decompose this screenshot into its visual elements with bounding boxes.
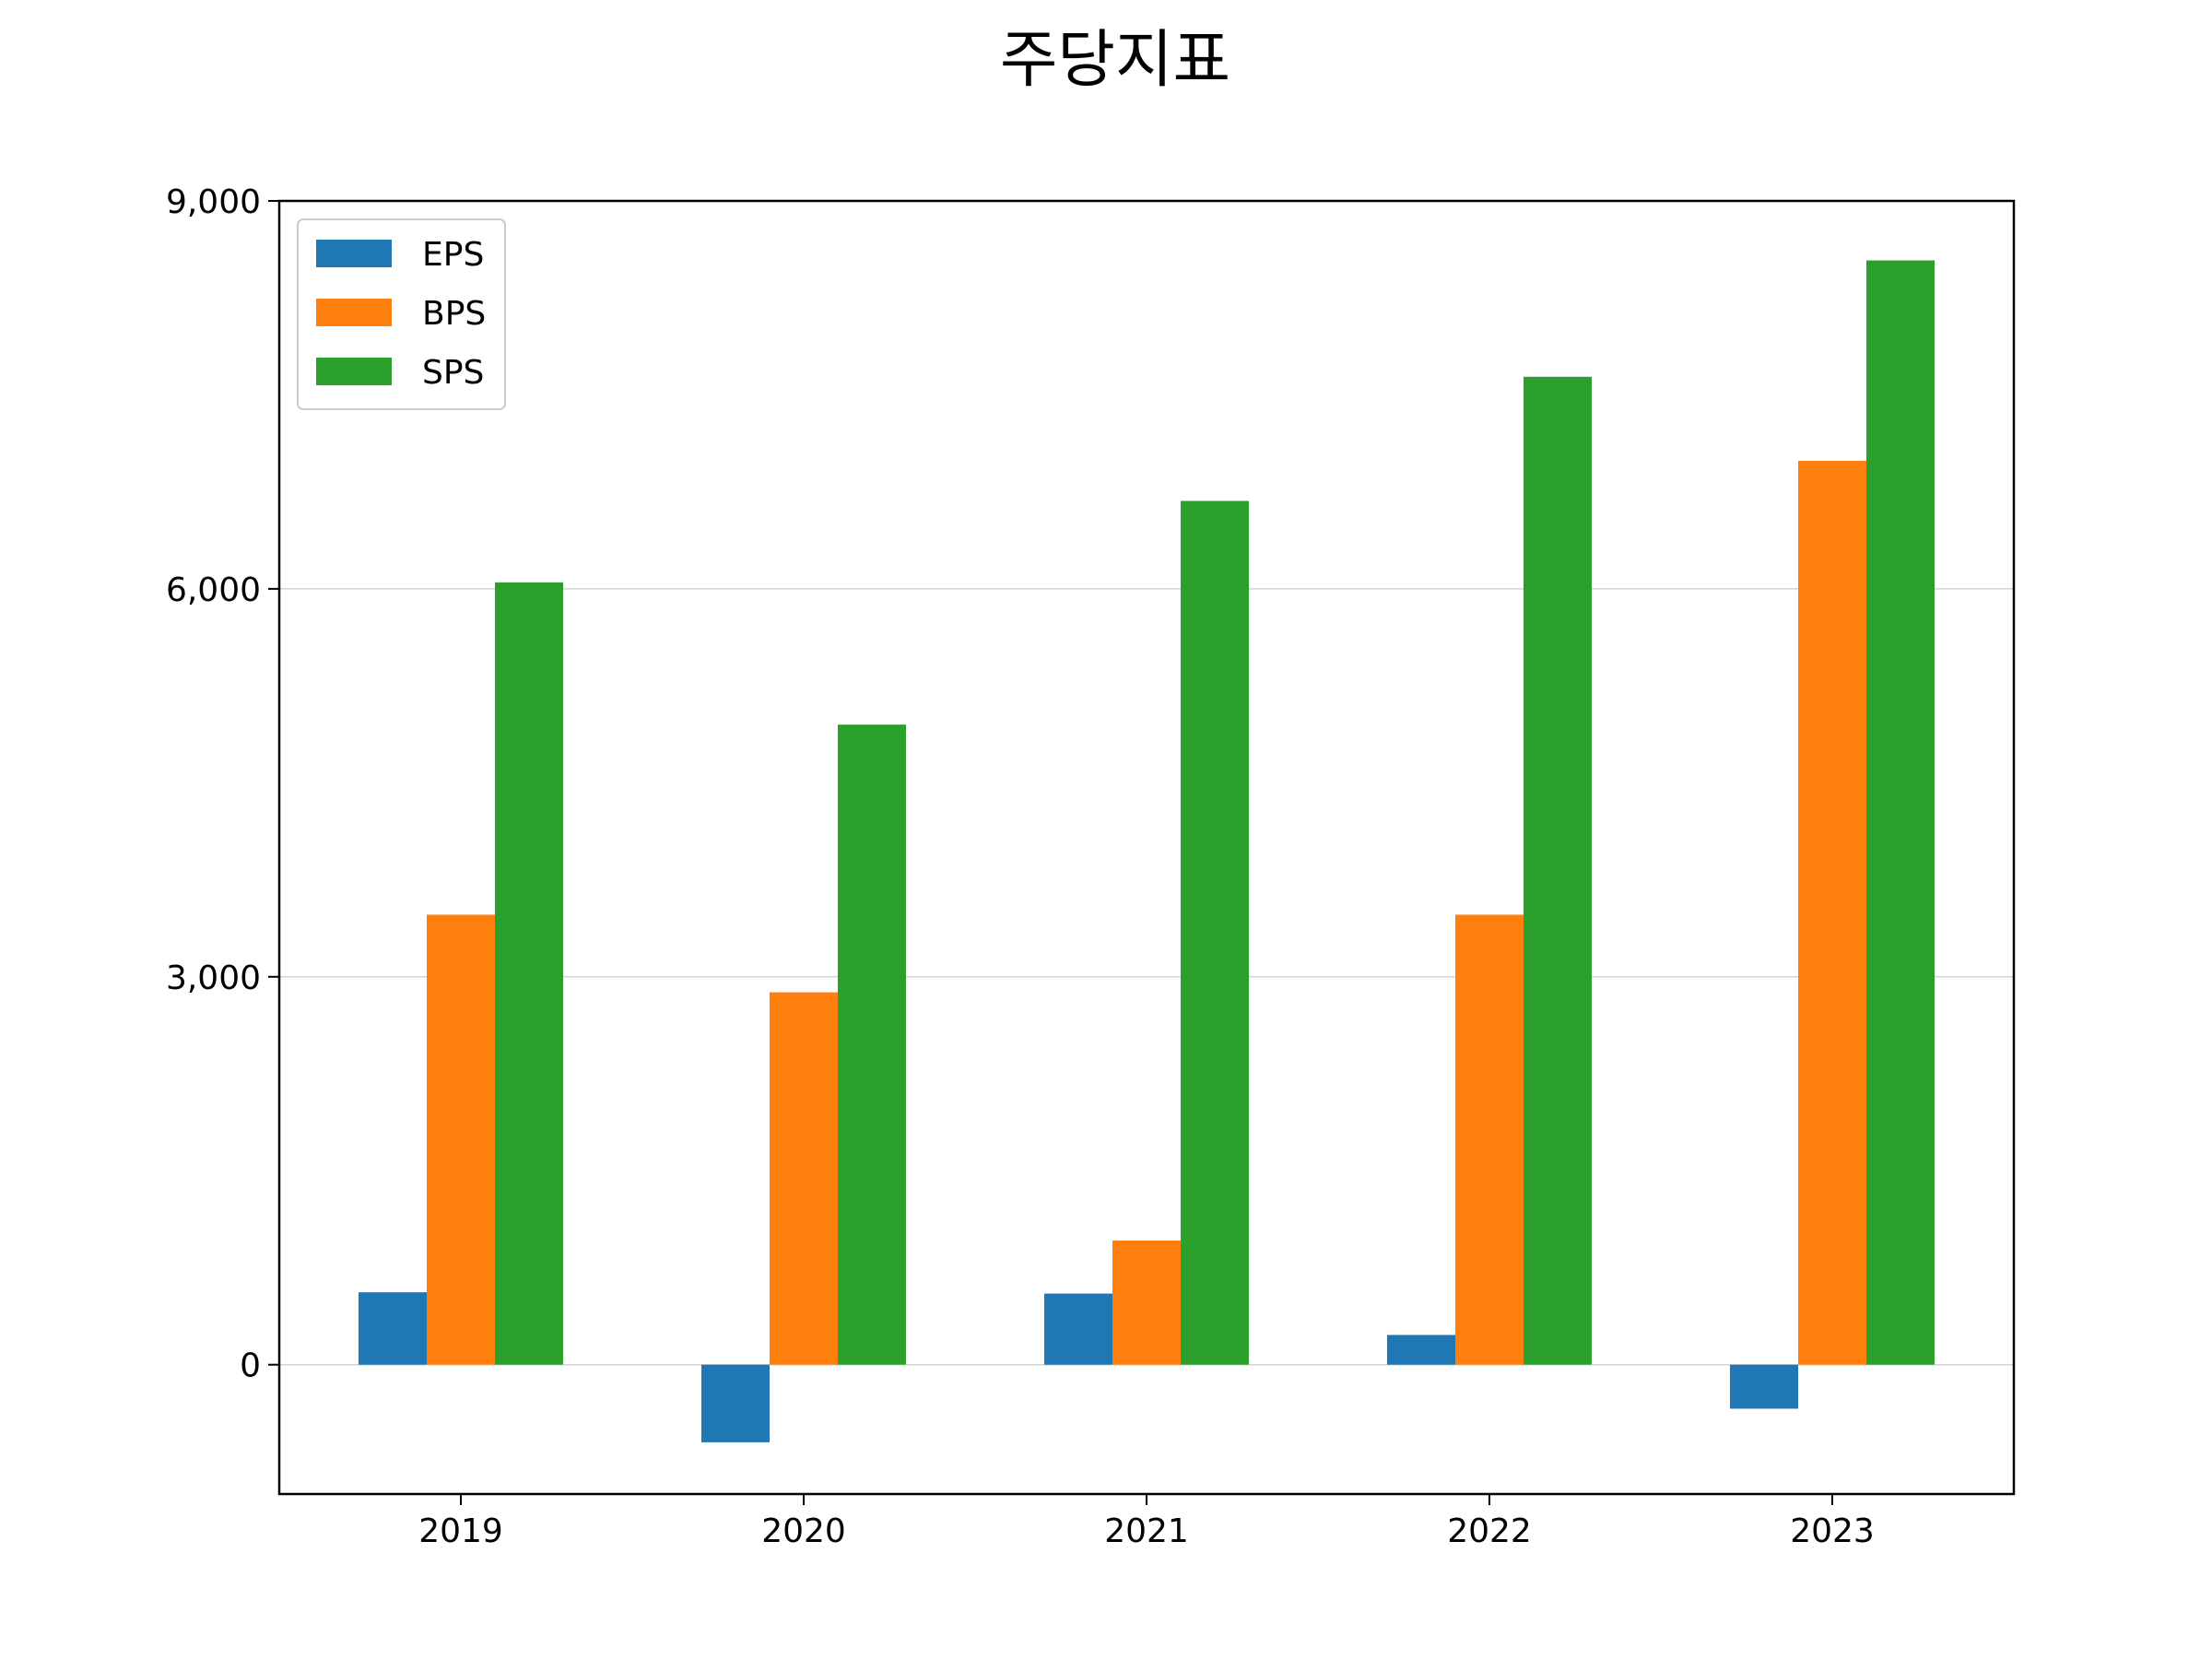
x-axis: 2019 2020 2021 2022 2023 — [418, 1494, 1875, 1550]
y-tick-label: 6,000 — [166, 571, 261, 609]
bar-sps-2023 — [1866, 260, 1935, 1365]
x-tick-label: 2023 — [1790, 1512, 1875, 1550]
x-tick-label: 2022 — [1447, 1512, 1532, 1550]
x-tick-label: 2021 — [1104, 1512, 1189, 1550]
legend-swatch-bps — [316, 299, 392, 326]
legend-label-eps: EPS — [422, 236, 484, 274]
bar-sps-2021 — [1181, 500, 1249, 1365]
bar-eps-2022 — [1387, 1335, 1455, 1365]
legend-swatch-eps — [316, 240, 392, 267]
x-tick-label: 2019 — [418, 1512, 503, 1550]
y-tick-label: 3,000 — [166, 959, 261, 997]
bars — [359, 260, 1935, 1442]
bar-bps-2022 — [1455, 914, 1524, 1365]
bar-bps-2023 — [1798, 461, 1866, 1365]
bar-sps-2022 — [1524, 376, 1592, 1365]
bar-sps-2020 — [838, 724, 906, 1365]
legend: EPS BPS SPS — [297, 218, 506, 410]
bar-sps-2019 — [495, 582, 563, 1365]
legend-label-sps: SPS — [422, 354, 484, 392]
bar-eps-2021 — [1044, 1293, 1112, 1365]
bar-eps-2023 — [1730, 1364, 1798, 1409]
bar-bps-2021 — [1112, 1241, 1181, 1365]
chart-title: 주당지표 — [1000, 24, 1230, 97]
y-axis: 0 3,000 6,000 9,000 — [166, 183, 279, 1385]
legend-label-bps: BPS — [422, 295, 486, 333]
bar-bps-2020 — [770, 992, 838, 1365]
y-tick-label: 0 — [240, 1347, 261, 1385]
legend-swatch-sps — [316, 358, 392, 385]
bar-eps-2020 — [701, 1364, 770, 1442]
bar-eps-2019 — [359, 1292, 427, 1365]
x-tick-label: 2020 — [761, 1512, 846, 1550]
y-tick-label: 9,000 — [166, 183, 261, 221]
bar-bps-2019 — [427, 914, 495, 1365]
